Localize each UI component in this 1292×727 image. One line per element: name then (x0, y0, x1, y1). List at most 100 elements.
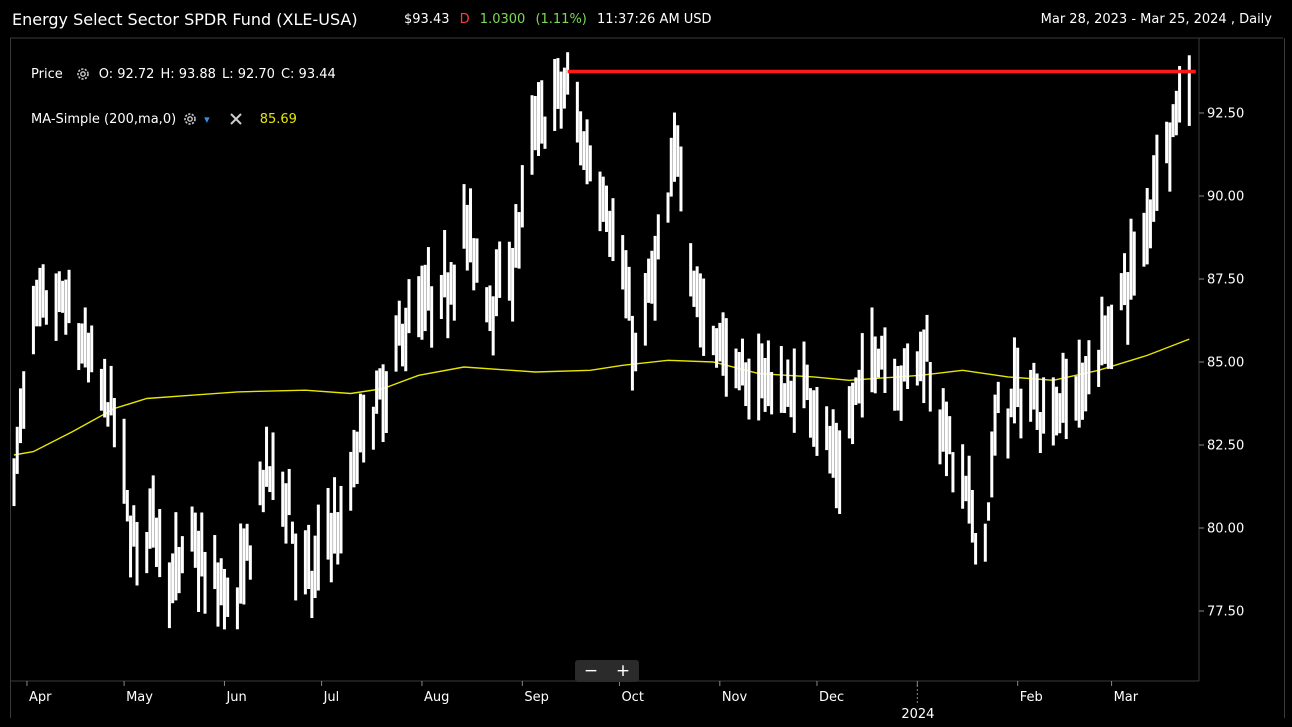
ohlc-bar (1145, 187, 1149, 265)
ohlc-bar (1042, 377, 1046, 434)
ohlc-bar (1126, 272, 1130, 345)
ohlc-bar (1035, 373, 1039, 430)
gear-icon[interactable] (180, 109, 200, 129)
zoom-out-button[interactable]: − (583, 661, 599, 681)
ohlc-bar (783, 383, 787, 413)
ohlc-bar (307, 524, 311, 590)
ohlc-bar (792, 348, 796, 433)
ohlc-bar (734, 348, 738, 389)
ohlc-bar (1155, 134, 1159, 211)
ohlc-bar (349, 451, 353, 511)
x-tick-label: Nov (722, 690, 748, 705)
ohlc-bar (876, 348, 880, 378)
ohlc-bar (860, 333, 864, 418)
ohlc-bar (18, 388, 22, 444)
ohlc-bar (760, 343, 764, 399)
ohlc-bar (634, 332, 638, 372)
ohlc-bar (643, 273, 647, 346)
zoom-in-button[interactable]: + (615, 661, 631, 681)
ohlc-bar (326, 487, 330, 560)
ohlc-bar (579, 111, 583, 166)
x-tick-label: 2024 (901, 707, 934, 722)
ohlc-bar (507, 241, 511, 301)
ohlc-bar (132, 505, 136, 547)
ohlc-bar (203, 551, 207, 614)
ohlc-bar (883, 327, 887, 393)
chevron-down-icon[interactable]: ▾ (204, 112, 210, 126)
ma-line (13, 338, 1190, 456)
ohlc-bar (1103, 315, 1107, 364)
ohlc-bar (873, 336, 877, 394)
quote-strip: $93.43 D 1.0300 (1.11%) 11:37:26 AM USD (404, 12, 718, 27)
header-bar: Energy Select Sector SPDR Fund (XLE-USA)… (0, 0, 1292, 38)
ohlc-bar (177, 546, 181, 594)
x-tick-label: May (126, 690, 153, 705)
ohlc-bar (514, 204, 518, 268)
ohlc-bar (676, 125, 680, 177)
ohlc-bar (721, 312, 725, 376)
ohlc-bar (352, 429, 356, 488)
ohlc-bar (355, 431, 359, 484)
ohlc-bar (1142, 212, 1146, 267)
ohlc-bar (1100, 296, 1104, 366)
ohlc-bar (222, 568, 226, 630)
ohlc-bar (290, 521, 294, 544)
ohlc-bar (828, 425, 832, 474)
ohlc-bar (407, 279, 411, 334)
gear-icon[interactable] (73, 64, 93, 84)
ohlc-bar (611, 198, 615, 262)
ohlc-bar (562, 67, 566, 109)
ohlc-bar (439, 274, 443, 319)
ohlc-bar (446, 272, 450, 339)
ohlc-bar (585, 119, 589, 185)
ohlc-bar (1132, 231, 1136, 296)
date-range[interactable]: Mar 28, 2023 - Mar 25, 2024 , Daily (1040, 12, 1272, 27)
ohlc-bar (1106, 306, 1110, 369)
price-change-pct: (1.11%) (535, 12, 587, 27)
ohlc-bar (718, 322, 722, 362)
ohlc-bar (896, 366, 900, 411)
ohlc-bar (1016, 347, 1020, 408)
ohlc-bar (1168, 122, 1172, 192)
ohlc-bar (268, 466, 272, 493)
y-tick-label: 90.00 (1207, 190, 1244, 205)
ohlc-bar (1171, 104, 1175, 138)
ohlc-bar (770, 372, 774, 415)
ohlc-bar (621, 235, 625, 290)
ohlc-bar (679, 146, 683, 212)
low-value: L: 92.70 (221, 66, 275, 82)
x-tick-label: Apr (29, 690, 52, 705)
ohlc-bar (961, 444, 965, 509)
ohlc-bar (1087, 340, 1091, 395)
ohlc-bar (154, 517, 158, 567)
ohlc-bar (417, 276, 421, 338)
last-price: $93.43 (404, 12, 450, 27)
ohlc-bar (805, 364, 809, 401)
ohlc-bar (310, 570, 314, 619)
ohlc-bar (789, 380, 793, 418)
ohlc-bar (825, 406, 829, 451)
ohlc-bar (533, 95, 537, 151)
ohlc-bar (41, 264, 45, 318)
ohlc-bar (740, 338, 744, 386)
ohlc-bar (1009, 388, 1013, 418)
close-icon[interactable] (226, 109, 246, 129)
ohlc-bar (967, 455, 971, 524)
ohlc-bar (870, 307, 874, 393)
ohlc-bar (465, 204, 469, 271)
ohlc-bar (834, 422, 838, 509)
ohlc-bar (248, 545, 252, 580)
ohlc-bar (122, 418, 126, 504)
ohlc-bar (951, 452, 955, 493)
ohlc-bar (588, 145, 592, 182)
ohlc-bar (90, 325, 94, 373)
ohlc-bar (812, 390, 816, 447)
ohlc-bar (854, 377, 858, 405)
ohlc-bar (925, 314, 929, 362)
ohlc-bar (472, 238, 476, 291)
ohlc-bar (948, 416, 952, 455)
ohlc-bar (902, 348, 906, 382)
ohlc-bar (983, 523, 987, 562)
ohlc-bar (802, 341, 806, 409)
